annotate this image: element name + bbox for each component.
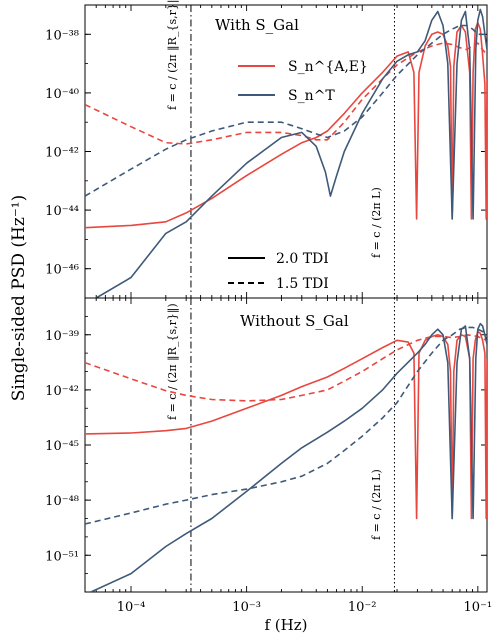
series-line: [85, 334, 487, 402]
y-tick-label: 10⁻⁴⁴: [45, 204, 79, 219]
x-tick-label: 10⁻²: [348, 600, 377, 615]
top-vline1-label: f = c / (2π ‖R_{s,r}‖): [166, 0, 180, 110]
top-y-ticks: 10⁻⁴⁶ 10⁻⁴⁴ 10⁻⁴² 10⁻⁴⁰ 10⁻³⁸: [45, 4, 487, 299]
bottom-series-group: [85, 322, 487, 592]
x-axis-label: f (Hz): [264, 616, 307, 634]
y-tick-label: 10⁻⁴²: [45, 384, 79, 399]
top-vertical-lines: [190, 5, 395, 298]
legend-solid-label: 2.0 TDI: [276, 251, 329, 267]
y-axis-label: Single-sided PSD (Hz⁻¹): [9, 195, 29, 402]
top-vline2-label: f = c / (2π L): [370, 187, 383, 258]
bottom-panel-title: Without S_Gal: [240, 312, 349, 330]
legend-ae-label: S_n^{A,E}: [288, 59, 368, 75]
top-panel-title: With S_Gal: [215, 16, 299, 34]
panel-with-sgal: 10⁻⁴⁶ 10⁻⁴⁴ 10⁻⁴² 10⁻⁴⁰ 10⁻³⁸ With S_Gal S_n…: [45, 0, 488, 299]
series-line: [95, 8, 487, 298]
y-tick-label: 10⁻⁴⁸: [45, 494, 79, 509]
series-line: [85, 24, 487, 197]
series-line: [85, 21, 487, 229]
legend-dashed-label: 1.5 TDI: [276, 276, 329, 292]
bottom-vertical-lines: [190, 298, 395, 592]
y-tick-label: 10⁻⁴⁶: [45, 263, 79, 278]
bottom-y-ticks: 10⁻⁵¹ 10⁻⁴⁸ 10⁻⁴⁵ 10⁻⁴² 10⁻³⁹: [45, 297, 487, 593]
y-tick-label: 10⁻³⁸: [45, 28, 79, 43]
series-line: [85, 42, 487, 145]
x-tick-label: 10⁻⁴: [117, 600, 146, 615]
bottom-vline2-label: f = c / (2π L): [370, 469, 383, 540]
legend-t-label: S_n^T: [288, 88, 335, 104]
y-tick-label: 10⁻⁴⁰: [45, 87, 79, 102]
y-tick-label: 10⁻⁵¹: [45, 549, 79, 564]
series-line: [85, 326, 487, 525]
y-tick-label: 10⁻⁴²: [45, 146, 79, 161]
top-series-group: [85, 8, 487, 298]
y-tick-label: 10⁻⁴⁵: [45, 439, 79, 454]
x-tick-label: 10⁻³: [232, 600, 261, 615]
y-tick-label: 10⁻³⁹: [45, 329, 79, 344]
bottom-x-ticks: 10⁻⁴ 10⁻³ 10⁻² 10⁻¹: [84, 298, 493, 615]
x-tick-label: 10⁻¹: [464, 600, 493, 615]
series-line: [90, 322, 487, 592]
bottom-vline1-label: f = c / (2π ‖R_{s,r}‖): [166, 303, 180, 420]
series-line: [85, 330, 487, 520]
